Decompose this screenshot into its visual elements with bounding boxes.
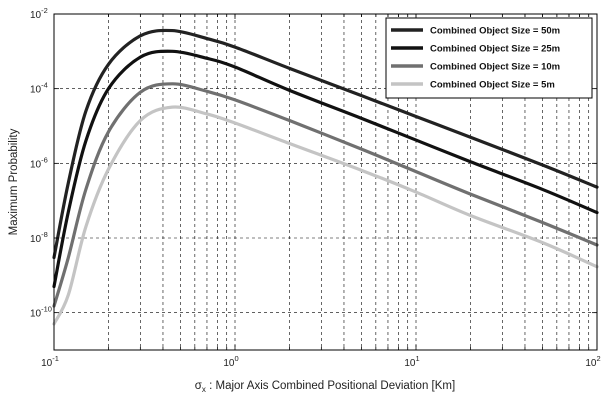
legend-label: Combined Object Size = 25m — [430, 44, 560, 55]
series-line-2 — [52, 49, 599, 289]
legend-label: Combined Object Size = 5m — [430, 80, 555, 91]
x-tick-label: 102 — [585, 354, 600, 369]
y-tick-label: 10-6 — [30, 155, 48, 170]
legend-label: Combined Object Size = 50m — [430, 26, 560, 37]
y-tick-label: 10-8 — [30, 230, 48, 245]
y-axis-label: Maximum Probability — [8, 128, 20, 235]
plot-frame — [53, 13, 598, 351]
y-tick-label: 10-2 — [30, 6, 48, 21]
y-tick-label: 10-10 — [30, 305, 52, 320]
x-tick-label: 101 — [404, 354, 419, 369]
x-axis-label: σx : Major Axis Combined Positional Devi… — [195, 380, 455, 394]
x-tick-label: 100 — [223, 354, 238, 369]
series-lines — [52, 28, 599, 326]
legend-label: Combined Object Size = 10m — [430, 62, 560, 73]
y-tick-label: 10-4 — [30, 81, 48, 96]
series-line-1 — [52, 28, 599, 260]
x-tick-label: 10-1 — [41, 354, 59, 369]
legend: Combined Object Size = 50m Combined Objec… — [385, 17, 593, 99]
axis-ticks: 10-1 100 101 102 10-10 10-8 10-6 10-4 10-2 — [30, 6, 601, 369]
series-line-4 — [52, 105, 599, 326]
series-line-3 — [52, 82, 599, 308]
